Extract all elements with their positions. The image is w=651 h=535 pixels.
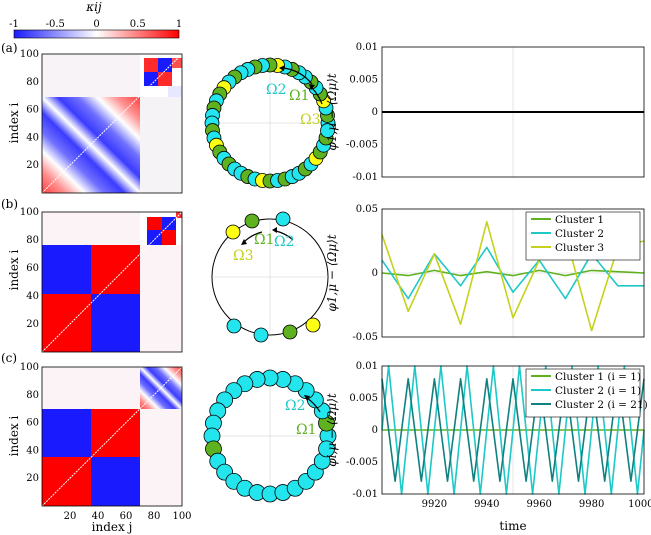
matrix-ytick: 80 xyxy=(26,390,39,401)
oscillator xyxy=(318,440,335,458)
matrix-ytick: 80 xyxy=(26,235,39,246)
matrix-ytick: 40 xyxy=(26,291,39,302)
matrix-b: 20 40 60 80 100 index i xyxy=(7,207,183,353)
omega-label: Ω1 xyxy=(254,232,275,248)
matrix-ytick: 20 xyxy=(26,319,39,330)
matrix-xtick: 100 xyxy=(172,511,191,522)
ts-ytick: -0.005 xyxy=(346,140,378,151)
series-line xyxy=(381,377,645,483)
matrix-ylabel: index i xyxy=(7,102,21,143)
matrix-ytick: 40 xyxy=(26,445,39,456)
ts-xtick: 9940 xyxy=(474,499,499,510)
ts-ytick: -0.005 xyxy=(346,457,378,468)
panel-tag: (b) xyxy=(1,197,18,211)
ts-ytick: 0 xyxy=(372,425,378,436)
ts-ytick: 0.005 xyxy=(349,393,378,404)
omega-label: Ω3 xyxy=(233,248,254,264)
panel-a: (a) 20 40 60 80 100 index i xyxy=(1,41,645,194)
ts-ytick: 0.01 xyxy=(356,42,378,53)
omega-label: Ω2 xyxy=(285,398,306,414)
panel-b: (b) 20 40 60 80 100 index i xyxy=(1,197,645,353)
colorbar-tick: 0.5 xyxy=(130,19,146,30)
matrix-ytick: 100 xyxy=(20,49,39,60)
colorbar-tick: -0.5 xyxy=(46,19,65,30)
series-line xyxy=(381,221,645,332)
matrix-ytick: 20 xyxy=(26,160,39,171)
matrix-a: 20 40 60 80 100 index i xyxy=(7,49,183,194)
legend-label: Cluster 2 xyxy=(555,228,604,240)
timeseries-c: 0.01 0.005 0 -0.005 -0.01 9920 9940 9960 9980 100… xyxy=(325,361,651,533)
legend-label: Cluster 2 (i = 1) xyxy=(555,385,641,397)
legend: Cluster 1 (i = 1) Cluster 2 (i = 1) Cluste… xyxy=(525,368,648,418)
circle-a: Ω2 Ω1 Ω3 xyxy=(204,57,336,189)
ts-ytick: 0.01 xyxy=(356,361,378,372)
matrix-xtick: 80 xyxy=(148,511,161,522)
timeseries-a: 0.01 0.005 0 -0.005 -0.01 φ1,μ − ⟨Ωμ⟩t xyxy=(325,42,645,183)
colorbar: κij -1 -0.5 0 0.5 1 xyxy=(9,0,182,39)
oscillator xyxy=(320,123,335,138)
legend-label: Cluster 1 xyxy=(555,214,604,226)
matrix-xtick: 60 xyxy=(120,511,133,522)
ts-ytick: 0 xyxy=(372,107,378,118)
ts-ylabel: φi,μ − ⟨Ωμ⟩t xyxy=(325,393,339,467)
ts-ytick: 0.05 xyxy=(356,204,378,215)
circle-b: Ω1 Ω2 Ω3 xyxy=(211,211,329,343)
circle-c: Ω2 Ω1 xyxy=(203,369,337,503)
matrix-ylabel: index i xyxy=(7,415,21,456)
panel-tag: (a) xyxy=(1,41,18,55)
panel-tag: (c) xyxy=(1,351,17,365)
colorbar-tick: 1 xyxy=(176,19,182,30)
matrix-xlabel: index j xyxy=(92,520,133,534)
matrix-ytick: 60 xyxy=(26,263,39,274)
ts-ytick: -0.05 xyxy=(352,332,378,343)
ts-ytick: 0.005 xyxy=(349,75,378,86)
legend-label: Cluster 3 xyxy=(555,242,604,254)
ts-xtick: 9980 xyxy=(579,499,604,510)
omega-label: Ω1 xyxy=(289,88,310,104)
omega-label: Ω2 xyxy=(274,234,295,250)
omega-label: Ω1 xyxy=(296,422,317,438)
series-line xyxy=(381,246,644,300)
ts-xtick: 9960 xyxy=(526,499,551,510)
legend-label: Cluster 1 (i = 1) xyxy=(555,371,641,383)
matrix-ylabel: index i xyxy=(7,249,21,290)
ts-ytick: 0 xyxy=(372,268,378,279)
matrix-c: 20 40 60 80 100 20 40 60 80 100 index i index j xyxy=(7,362,192,534)
matrix-xtick: 20 xyxy=(64,511,77,522)
colorbar-label: κij xyxy=(85,0,102,14)
matrix-ytick: 80 xyxy=(26,77,39,88)
ts-ytick: -0.01 xyxy=(352,489,378,500)
omega-label: Ω2 xyxy=(266,82,287,98)
panel-c: (c) 20 40 60 80 100 20 40 60 80 100 index i index… xyxy=(1,351,651,534)
colorbar-tick: -1 xyxy=(9,19,19,30)
legend-label: Cluster 2 (i = 21) xyxy=(555,399,648,411)
matrix-ytick: 60 xyxy=(26,105,39,116)
matrix-ytick: 100 xyxy=(20,362,39,373)
matrix-ytick: 100 xyxy=(20,207,39,218)
ts-xtick: 9920 xyxy=(422,499,447,510)
matrix-ytick: 20 xyxy=(26,473,39,484)
ts-ytick: -0.01 xyxy=(352,172,378,183)
legend: Cluster 1 Cluster 2 Cluster 3 xyxy=(525,211,641,261)
ts-xlabel: time xyxy=(499,519,526,533)
omega-label: Ω3 xyxy=(300,112,321,128)
ts-ylabel: φ1,μ − ⟨Ωμ⟩t xyxy=(325,73,339,150)
timeseries-b: 0.05 0 -0.05 φ1,μ − ⟨Ωμ⟩t Cluster 1 Cluster 2… xyxy=(325,204,645,343)
ts-ylabel: φ1,μ − ⟨Ωμ⟩t xyxy=(325,234,339,311)
colorbar-tick: 0 xyxy=(93,19,99,30)
matrix-ytick: 40 xyxy=(26,132,39,143)
matrix-xtick: 40 xyxy=(92,511,105,522)
matrix-ytick: 60 xyxy=(26,418,39,429)
ts-xtick: 10000 xyxy=(628,499,651,510)
